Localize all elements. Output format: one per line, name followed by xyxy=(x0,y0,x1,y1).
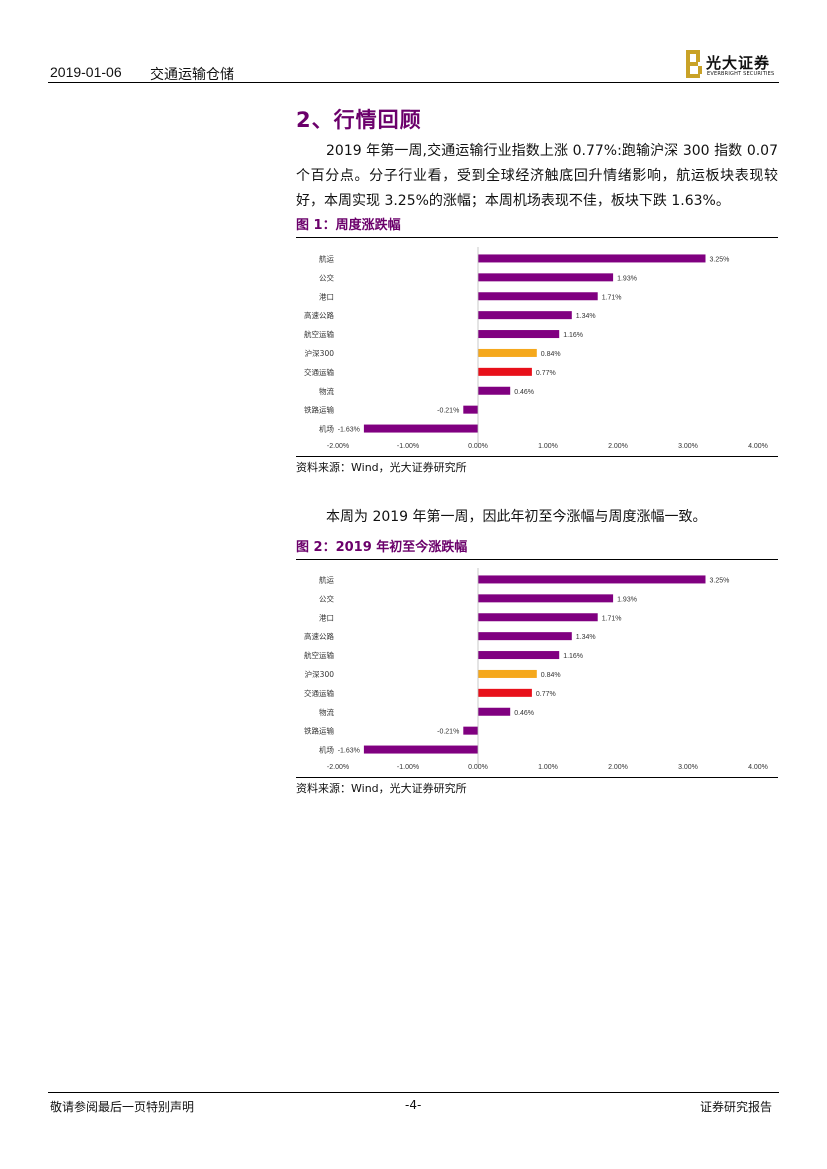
x-tick-label: 0.00% xyxy=(468,443,488,450)
category-label: 高速公路 xyxy=(304,310,334,320)
category-label: 物流 xyxy=(319,707,334,717)
x-tick-label: 4.00% xyxy=(748,443,768,450)
data-label: 3.25% xyxy=(710,256,730,263)
category-label: 交通运输 xyxy=(304,367,334,377)
category-label: 机场 xyxy=(319,424,334,434)
footer-divider xyxy=(48,1092,779,1093)
category-label: 铁路运输 xyxy=(304,405,334,415)
footer-disclaimer: 敬请参阅最后一页特别声明 xyxy=(50,1100,195,1114)
bar xyxy=(478,254,706,263)
data-label: -0.21% xyxy=(437,729,459,736)
bar xyxy=(478,330,560,339)
header-sector: 交通运输仓储 xyxy=(150,67,234,83)
bar xyxy=(363,424,478,433)
x-tick-label: -2.00% xyxy=(327,764,349,771)
data-label: 1.71% xyxy=(602,294,622,301)
data-label: -1.63% xyxy=(338,748,360,755)
bar xyxy=(478,367,532,376)
category-label: 公交 xyxy=(319,272,334,282)
x-tick-label: 4.00% xyxy=(748,764,768,771)
data-label: 0.46% xyxy=(514,389,534,396)
header-date: 2019-01-06 xyxy=(50,64,122,80)
x-tick-label: -1.00% xyxy=(397,443,419,450)
x-tick-label: -1.00% xyxy=(397,764,419,771)
bar xyxy=(463,726,478,735)
category-label: 公交 xyxy=(319,593,334,603)
figure-1-source: 资料来源：Wind，光大证券研究所 xyxy=(296,461,467,474)
figure-1-title: 图 1：周度涨跌幅 xyxy=(296,218,401,233)
figure-2-title: 图 2：2019 年初至今涨跌幅 xyxy=(296,540,468,555)
x-tick-label: 0.00% xyxy=(468,764,488,771)
data-label: 1.34% xyxy=(576,634,596,641)
bar xyxy=(478,669,537,678)
category-label: 航空运输 xyxy=(304,329,334,339)
data-label: 0.84% xyxy=(541,351,561,358)
data-label: -0.21% xyxy=(437,408,459,415)
bar xyxy=(478,273,614,282)
x-tick-label: -2.00% xyxy=(327,443,349,450)
figure-1-bottom-rule xyxy=(296,456,778,457)
logo-text-cn: 光大证券 xyxy=(706,54,771,72)
figure-2-bottom-rule xyxy=(296,777,778,778)
data-label: 1.71% xyxy=(602,615,622,622)
category-label: 航运 xyxy=(319,253,334,263)
data-label: 1.34% xyxy=(576,313,596,320)
footer-report-type: 证券研究报告 xyxy=(700,1100,773,1114)
data-label: 0.77% xyxy=(536,370,556,377)
paragraph-market-review: 2019 年第一周,交通运输行业指数上涨 0.77%:跑输沪深 300 指数 0… xyxy=(296,143,778,209)
bar xyxy=(478,688,532,697)
data-label: 1.93% xyxy=(617,596,637,603)
x-tick-label: 1.00% xyxy=(538,443,558,450)
category-label: 港口 xyxy=(319,291,334,301)
data-label: 0.84% xyxy=(541,672,561,679)
bar xyxy=(478,594,614,603)
section-title: 2、行情回顾 xyxy=(296,108,422,132)
bar xyxy=(363,745,478,754)
category-label: 机场 xyxy=(319,745,334,755)
ytd-change-chart: 航运 3.25% 公交 1.93% 港口 1.71% 高速公路 1.34% 航空运输 1.16% 沪… xyxy=(304,568,768,771)
category-label: 沪深300 xyxy=(305,669,335,679)
data-label: 1.16% xyxy=(563,653,583,660)
category-label: 航运 xyxy=(319,574,334,584)
category-label: 高速公路 xyxy=(304,631,334,641)
bar xyxy=(478,707,511,716)
bar xyxy=(478,613,598,622)
figure-2-top-rule xyxy=(296,559,778,560)
data-label: 1.16% xyxy=(563,332,583,339)
bar xyxy=(478,651,560,660)
bar xyxy=(463,405,478,414)
bar xyxy=(478,292,598,301)
bar xyxy=(478,632,572,641)
x-tick-label: 2.00% xyxy=(608,764,628,771)
weekly-change-chart: 航运 3.25% 公交 1.93% 港口 1.71% 高速公路 1.34% 航空运输 1.16% 沪… xyxy=(304,247,768,450)
bar xyxy=(478,348,537,357)
logo-text-en: EVERBRIGHT SECURITIES xyxy=(707,71,775,77)
page-number: -4- xyxy=(405,1098,422,1112)
data-label: 3.25% xyxy=(710,577,730,584)
data-label: -1.63% xyxy=(338,427,360,434)
x-tick-label: 3.00% xyxy=(678,764,698,771)
paragraph-ytd-note: 本周为 2019 年第一周，因此年初至今涨幅与周度涨幅一致。 xyxy=(326,509,707,525)
header-divider xyxy=(48,82,779,83)
data-label: 1.93% xyxy=(617,275,637,282)
bar xyxy=(478,311,572,320)
category-label: 航空运输 xyxy=(304,650,334,660)
category-label: 铁路运输 xyxy=(304,726,334,736)
bar xyxy=(478,575,706,584)
data-label: 0.46% xyxy=(514,710,534,717)
category-label: 交通运输 xyxy=(304,688,334,698)
category-label: 物流 xyxy=(319,386,334,396)
x-tick-label: 2.00% xyxy=(608,443,628,450)
logo-mark-icon xyxy=(686,50,702,78)
bar xyxy=(478,386,511,395)
figure-2-source: 资料来源：Wind，光大证券研究所 xyxy=(296,782,467,795)
category-label: 沪深300 xyxy=(305,348,335,358)
figure-1-top-rule xyxy=(296,237,778,238)
x-tick-label: 3.00% xyxy=(678,443,698,450)
x-tick-label: 1.00% xyxy=(538,764,558,771)
data-label: 0.77% xyxy=(536,691,556,698)
category-label: 港口 xyxy=(319,612,334,622)
company-logo: 光大证券 EVERBRIGHT SECURITIES xyxy=(686,50,778,80)
